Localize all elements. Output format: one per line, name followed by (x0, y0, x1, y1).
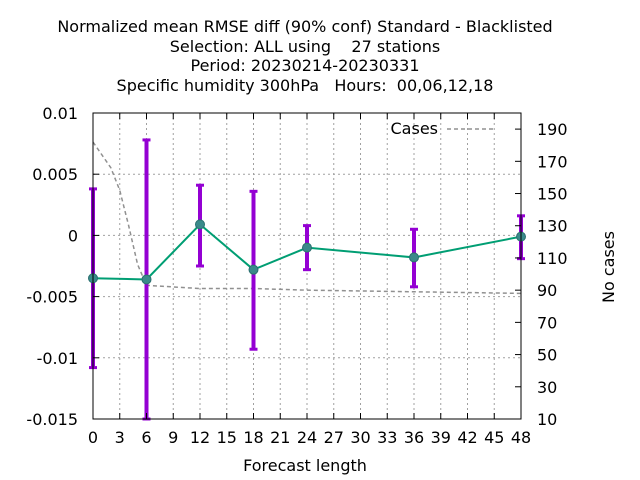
data-point (141, 274, 152, 285)
main-series (88, 219, 526, 285)
y-tick-label-left: -0.015 (26, 410, 78, 429)
data-point (195, 219, 205, 230)
y-tick-label-right: 90 (537, 281, 557, 300)
x-tick-label: 21 (270, 428, 290, 447)
legend: Cases (391, 119, 496, 138)
legend-cases-label: Cases (391, 119, 439, 138)
tick-labels: 0 3 6 9 12 15 18 21 24 27 30 33 36 39 42 45 480.010.0050… (26, 104, 567, 447)
x-tick-label: 12 (190, 428, 210, 447)
x-tick-label: 45 (484, 428, 504, 447)
right-axis-label: No cases (599, 231, 618, 303)
x-tick-label: 39 (431, 428, 451, 447)
x-tick-label: 0 (88, 428, 98, 447)
x-tick-label: 27 (324, 428, 344, 447)
x-tick-label: 9 (168, 428, 178, 447)
x-tick-label: 24 (297, 428, 317, 447)
data-point (248, 264, 259, 275)
y-tick-label-left: -0.01 (37, 349, 78, 368)
data-point (302, 242, 312, 253)
y-tick-label-left: 0.005 (32, 165, 78, 184)
y-tick-label-right: 150 (537, 185, 568, 204)
y-tick-label-right: 190 (537, 120, 568, 139)
x-tick-label: 42 (457, 428, 477, 447)
y-tick-label-right: 110 (537, 249, 568, 268)
y-tick-label-right: 170 (537, 152, 568, 171)
data-point (409, 252, 419, 263)
axis-ticks (92, 112, 522, 420)
y-tick-label-left: 0.01 (42, 104, 78, 123)
x-tick-label: 36 (404, 428, 424, 447)
x-tick-label: 33 (377, 428, 397, 447)
title-line-2: Selection: ALL using 27 stations (169, 36, 441, 56)
y-tick-label-right: 30 (537, 378, 557, 397)
x-tick-label: 18 (243, 428, 263, 447)
title-line-1: Normalized mean RMSE diff (90% conf) Sta… (57, 17, 553, 36)
chart-title: Normalized mean RMSE diff (90% conf) Sta… (0, 17, 610, 95)
grid-lines (93, 113, 521, 419)
y-tick-label-left: 0 (68, 226, 78, 245)
y-tick-label-right: 70 (537, 313, 557, 332)
title-line-3: Period: 20230214-20230331 (190, 56, 420, 75)
title-line-4: Specific humidity 300hPa Hours: 00,06,12… (116, 75, 494, 95)
y-tick-label-right: 130 (537, 217, 568, 236)
x-tick-label: 30 (350, 428, 370, 447)
x-tick-label: 3 (115, 428, 125, 447)
x-axis-label: Forecast length (243, 456, 367, 475)
x-tick-label: 6 (141, 428, 151, 447)
y-tick-label-left: -0.005 (26, 288, 78, 307)
y-tick-label-right: 10 (537, 410, 557, 429)
y-tick-label-right: 50 (537, 346, 557, 365)
x-tick-label: 48 (511, 428, 531, 447)
x-tick-label: 15 (217, 428, 237, 447)
